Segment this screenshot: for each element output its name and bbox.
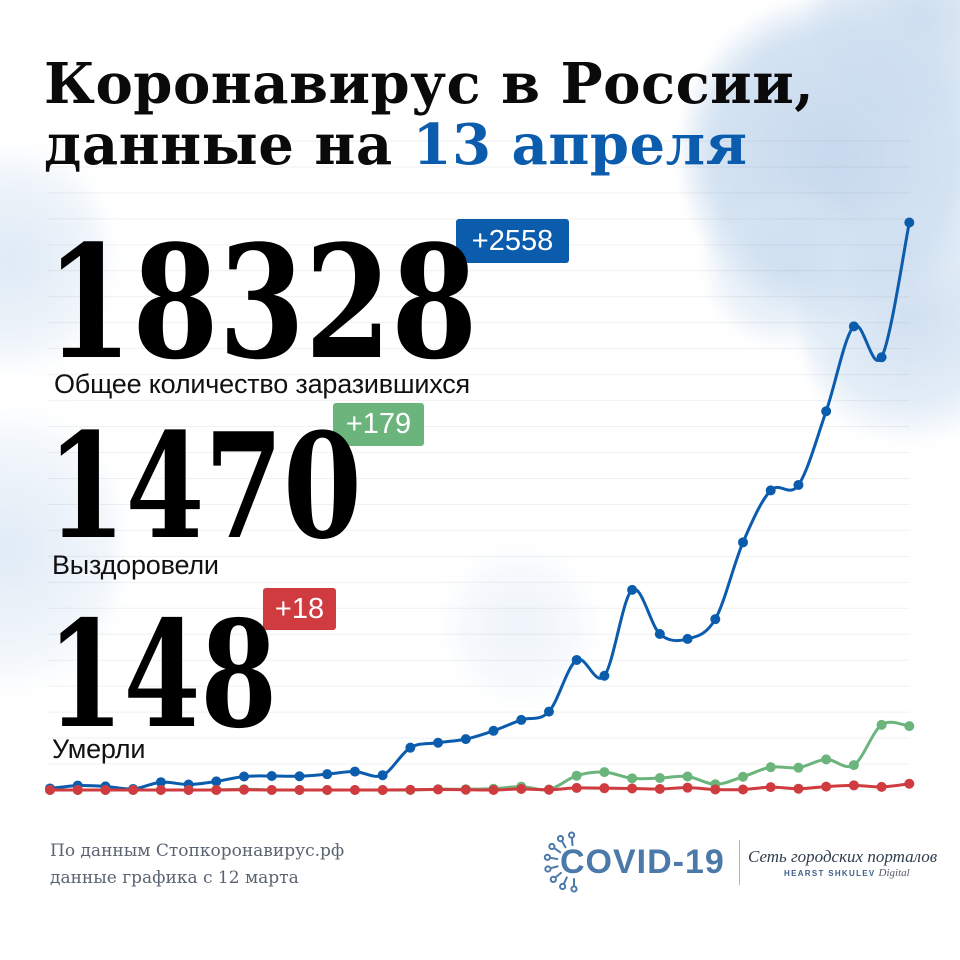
- page-title: Коронавирус в России, данные на 13 апрел…: [44, 54, 814, 176]
- deaths-point: [682, 782, 693, 793]
- cases-point: [876, 352, 887, 363]
- deaths-point: [710, 784, 721, 795]
- cases-point: [738, 537, 748, 548]
- cases-point: [682, 633, 693, 644]
- recovered-point: [765, 762, 776, 773]
- recovered-point: [876, 719, 887, 730]
- cases-point: [904, 217, 915, 228]
- cases-total-value: 18328: [46, 211, 478, 394]
- cases-point: [266, 770, 277, 781]
- deaths-point: [821, 781, 832, 792]
- cases-point: [710, 614, 721, 625]
- publisher-network-name: Сеть городских порталов: [748, 847, 938, 866]
- title-date: 13 апреля: [412, 112, 748, 178]
- deaths-delta-badge: +18: [263, 588, 336, 630]
- deaths-point: [599, 783, 610, 794]
- cases-point: [322, 769, 333, 780]
- deaths-point: [460, 784, 471, 795]
- deaths-point: [183, 785, 194, 795]
- cases-point: [239, 771, 250, 782]
- virus-icon: [543, 831, 578, 893]
- cases-point: [516, 714, 527, 725]
- cases-point: [377, 770, 388, 781]
- deaths-point: [543, 784, 554, 795]
- title-prefix: данные на: [44, 112, 393, 178]
- deaths-point: [571, 782, 582, 793]
- cases-point: [848, 321, 859, 332]
- source-note: По данным Стопкоронавирус.рф данные граф…: [50, 838, 344, 892]
- cases-point: [599, 670, 610, 681]
- cases-point: [405, 742, 416, 753]
- recovered-point: [571, 770, 582, 781]
- deaths-point: [377, 785, 388, 795]
- deaths-point: [239, 784, 250, 795]
- recovered-point: [599, 767, 610, 778]
- cases-point: [211, 776, 222, 787]
- deaths-point: [211, 785, 222, 795]
- cases-point: [488, 725, 499, 736]
- deaths-point: [322, 785, 333, 795]
- brand-suffix: Digital: [878, 867, 910, 879]
- deaths-point: [738, 784, 748, 795]
- cases-point: [765, 485, 776, 496]
- deaths-point: [45, 785, 55, 795]
- cases-point: [460, 734, 471, 745]
- deaths-point: [155, 785, 166, 795]
- deaths-point: [405, 784, 416, 795]
- recovered-point: [627, 773, 638, 784]
- recovered-point: [738, 771, 748, 782]
- logo-divider: [739, 840, 740, 885]
- cases-total-label: Общее количество заразившихся: [54, 369, 470, 399]
- recovered-total-value: 1470: [47, 402, 362, 572]
- cases-point: [821, 406, 832, 417]
- deaths-point: [433, 784, 444, 795]
- cases-point: [627, 584, 638, 595]
- cases-point: [571, 654, 582, 665]
- title-line-2: данные на 13 апреля: [44, 115, 814, 176]
- recovered-point: [848, 760, 859, 771]
- cases-point: [349, 766, 360, 777]
- cases-point: [654, 628, 665, 639]
- deaths-point: [765, 782, 776, 793]
- recovered-point: [821, 754, 832, 765]
- deaths-point: [848, 780, 859, 791]
- chart-start-note: данные графика с 12 марта: [50, 868, 299, 888]
- deaths-point: [100, 785, 111, 795]
- deaths-point: [488, 785, 499, 795]
- cases-point: [793, 479, 804, 490]
- title-line-1: Коронавирус в России,: [44, 51, 815, 117]
- deaths-point: [876, 781, 887, 792]
- deaths-point: [627, 783, 638, 794]
- cases-delta-badge: +2558: [456, 219, 569, 263]
- source-line: По данным Стопкоронавирус.рф: [50, 841, 345, 861]
- cases-point: [155, 777, 166, 788]
- recovered-point: [793, 762, 804, 773]
- deaths-point: [516, 783, 527, 794]
- deaths-total-label: Умерли: [52, 734, 146, 764]
- recovered-point: [682, 771, 693, 782]
- recovered-delta-badge: +179: [333, 403, 424, 446]
- deaths-series: [45, 778, 915, 795]
- deaths-point: [654, 783, 665, 794]
- deaths-point: [128, 785, 139, 795]
- brand-name: HEARST SHKULEV: [784, 869, 876, 878]
- publisher-brand: HEARST SHKULEV Digital: [784, 867, 910, 879]
- deaths-point: [349, 785, 360, 795]
- recovered-point: [654, 773, 665, 784]
- deaths-point: [266, 785, 277, 795]
- cases-point: [433, 737, 444, 748]
- deaths-point: [72, 785, 83, 795]
- deaths-point: [904, 778, 915, 789]
- cases-point: [543, 706, 554, 717]
- chart-series: [45, 217, 915, 795]
- covid-19-logo-text: COVID-19: [560, 843, 725, 881]
- deaths-point: [793, 783, 804, 794]
- deaths-total-value: 148: [47, 588, 278, 761]
- cases-point: [294, 771, 305, 782]
- recovered-point: [904, 721, 915, 732]
- deaths-point: [294, 785, 305, 795]
